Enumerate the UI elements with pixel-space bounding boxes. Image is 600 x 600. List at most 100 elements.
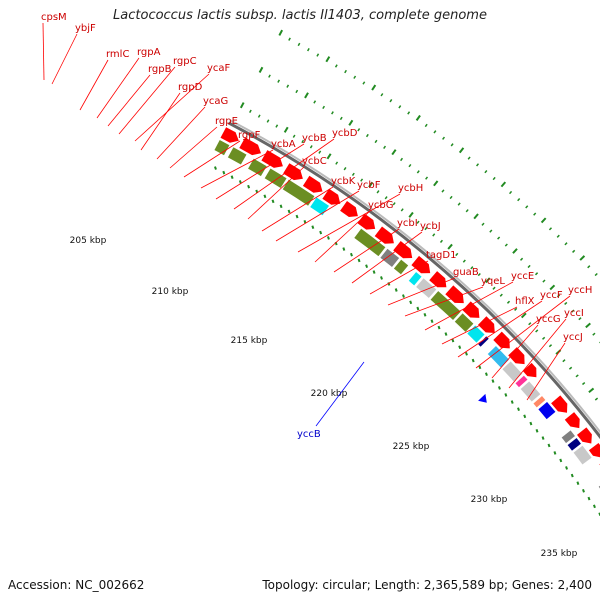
- kbp-tick: [408, 163, 412, 168]
- kbp-tick: [587, 496, 591, 501]
- kbp-tick: [528, 322, 532, 326]
- gene-leader-line: [156, 106, 206, 160]
- gene-leader-line: [107, 74, 151, 127]
- cog-category-block: [247, 157, 268, 177]
- kbp-tick: [465, 352, 468, 356]
- kbp-tick: [311, 225, 315, 229]
- kbp-tick: [288, 37, 291, 41]
- kbp-tick: [384, 196, 388, 200]
- gene-label-yccF: yccF: [540, 290, 563, 301]
- cog-category-block: [415, 277, 438, 299]
- kbp-tick: [372, 270, 376, 274]
- genome-summary-text: Topology: circular; Length: 2,365,589 bp…: [262, 578, 592, 592]
- kbp-tick: [548, 344, 553, 348]
- kbp-tick: [473, 213, 479, 220]
- kbp-tick: [520, 312, 527, 319]
- kbp-tick: [564, 242, 568, 246]
- kbp-tick: [477, 272, 481, 277]
- gene-label-rgpB: rgpB: [148, 64, 172, 75]
- forward-gene-arrow: [302, 175, 323, 193]
- kbp-tick: [392, 202, 396, 206]
- forward-gene-arrow: [462, 301, 480, 318]
- gene-leader-line: [200, 149, 274, 189]
- kbp-tick: [319, 230, 323, 235]
- kbp-tick: [374, 139, 378, 144]
- kbp-tick: [517, 198, 521, 202]
- cog-category-block: [532, 395, 547, 409]
- kbp-tick: [306, 48, 310, 52]
- gene-label-cpsM: cpsM: [41, 12, 67, 23]
- kbp-tick: [309, 145, 313, 149]
- kbp-tick: [504, 393, 508, 397]
- kbp-tick: [484, 372, 488, 376]
- gene-label-ycbC: ycbC: [302, 156, 327, 167]
- kbp-tick: [371, 84, 377, 91]
- kbp-tick: [556, 294, 561, 298]
- kbp-tick: [582, 489, 585, 493]
- kbp-tick: [326, 153, 332, 160]
- kbp-tick: [541, 436, 545, 440]
- map-title: Lactococcus lactis subsp. lactis Il1403,…: [113, 8, 487, 23]
- cog-category-block: [477, 335, 490, 348]
- forward-gene-arrow: [357, 213, 376, 230]
- kbp-tick: [527, 264, 531, 269]
- forward-gene-arrow: [283, 163, 303, 181]
- kbp-tick: [295, 89, 299, 94]
- kbp-tick: [432, 233, 436, 237]
- gene-label-rgpE: rgpE: [215, 116, 238, 127]
- kbp-tick: [572, 249, 576, 253]
- gene-leader-line: [233, 138, 335, 210]
- kbp-tick: [335, 161, 339, 165]
- cog-category-block: [537, 401, 557, 421]
- kbp-tick: [402, 294, 405, 298]
- kbp-tick: [462, 259, 466, 263]
- kbp-tick: [451, 338, 455, 343]
- kbp-label: 230 kbp: [471, 495, 508, 505]
- accession-text: Accession: NC_002662: [8, 578, 145, 592]
- kbp-tick: [481, 222, 485, 226]
- kbp-tick: [433, 180, 439, 187]
- cog-category-block: [281, 178, 316, 207]
- kbp-tick: [549, 284, 556, 291]
- kbp-tick: [266, 119, 270, 123]
- gene-label-ycbG: ycbG: [368, 200, 394, 211]
- kbp-tick: [529, 421, 533, 426]
- kbp-tick: [350, 252, 353, 257]
- forward-gene-arrow: [564, 412, 580, 429]
- kbp-tick: [514, 307, 518, 311]
- cog-category-block: [514, 374, 529, 389]
- kbp-tick: [325, 56, 331, 63]
- kbp-tick: [444, 332, 448, 336]
- kbp-tick: [357, 128, 361, 132]
- gene-label-ycbK: ycbK: [331, 176, 356, 187]
- kbp-label: 235 kbp: [541, 549, 578, 559]
- gene-label-yccH: yccH: [568, 285, 592, 296]
- kbp-tick: [579, 255, 586, 261]
- backbone-dark-line: [227, 121, 600, 440]
- kbp-tick: [214, 166, 217, 170]
- forward-gene-arrow: [411, 255, 431, 274]
- kbp-tick-layer: [214, 29, 600, 516]
- gene-leader-line: [247, 166, 305, 220]
- gene-label-tagD1: tagD1: [426, 250, 456, 261]
- kbp-tick: [437, 325, 441, 330]
- kbp-tick: [357, 258, 361, 263]
- gene-leader-line: [491, 324, 539, 379]
- kbp-tick: [534, 272, 539, 276]
- backbone-layer: [227, 119, 600, 440]
- kbp-tick: [339, 116, 343, 121]
- kbp-tick: [383, 145, 387, 150]
- kbp-tick: [380, 93, 384, 97]
- kbp-tick: [525, 205, 529, 209]
- kbp-tick: [575, 374, 579, 378]
- cog-category-block: [353, 227, 387, 258]
- forward-gene-arrow: [508, 347, 525, 365]
- kbp-tick: [594, 397, 599, 401]
- gene-label-ycbA: ycbA: [271, 139, 296, 150]
- kbp-tick: [277, 79, 281, 83]
- kbp-tick: [578, 317, 582, 321]
- kbp-tick: [571, 309, 575, 313]
- kbp-tick: [365, 264, 369, 269]
- kbp-tick: [415, 114, 421, 121]
